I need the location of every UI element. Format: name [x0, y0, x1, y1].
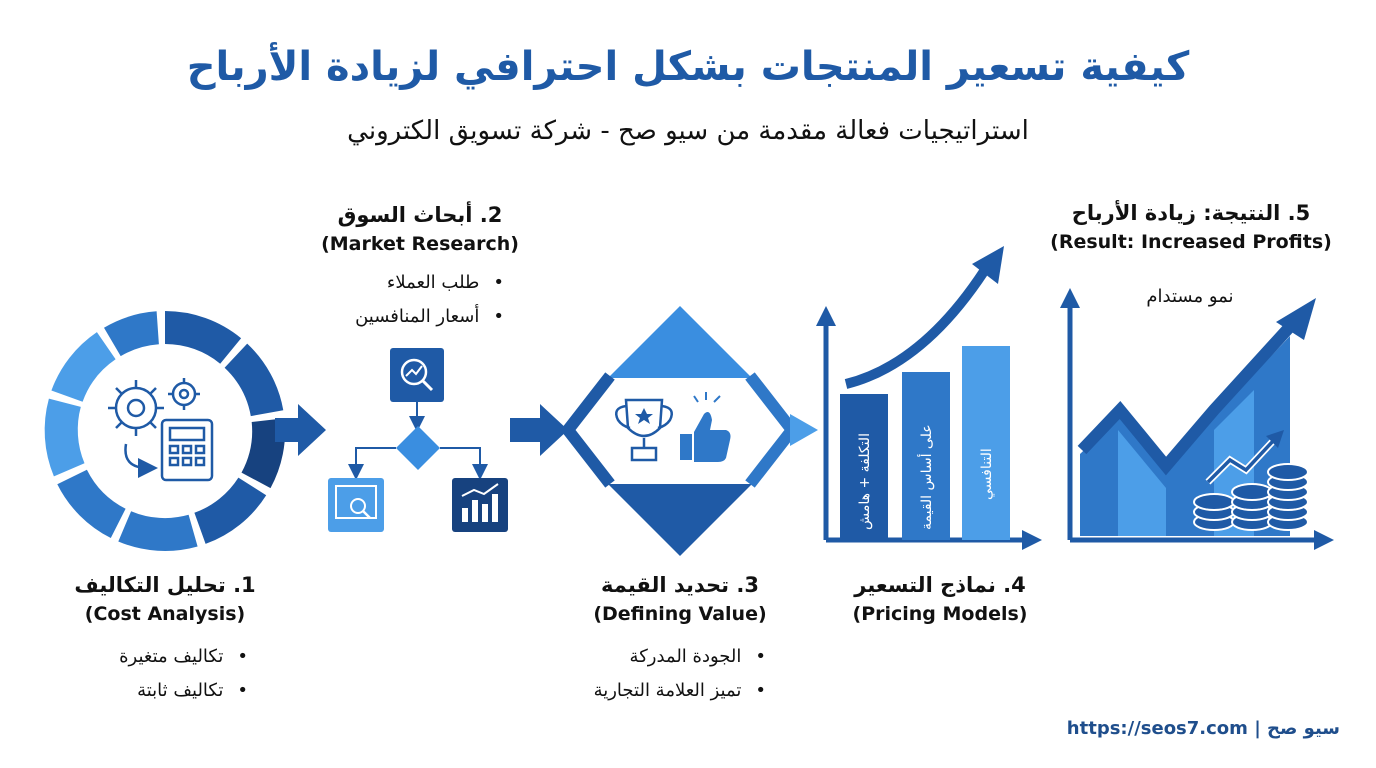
step1-bullet: تكاليف ثابتة [119, 674, 248, 708]
step3-title-ar: 3. تحديد القيمة [601, 573, 759, 597]
step5-title-ar: 5. النتيجة: زيادة الأرباح [1071, 201, 1311, 225]
step1-title-en: (Cost Analysis) [84, 603, 246, 625]
step3-heading: 3. تحديد القيمة (Defining Value) [565, 570, 795, 628]
trophy-icon [615, 398, 673, 462]
browser-search-icon [328, 478, 384, 532]
arrow-step2-to-3 [510, 404, 568, 456]
step2-bullet: طلب العملاء [355, 266, 504, 300]
step2-title-en: (Market Research) [321, 233, 519, 255]
step3-bullet: تميز العلامة التجارية [594, 674, 766, 708]
step3-bullets: الجودة المدركة تميز العلامة التجارية [594, 640, 766, 708]
step4-title-ar: 4. نماذج التسعير [854, 573, 1026, 597]
step4-heading: 4. نماذج التسعير (Pricing Models) [830, 570, 1050, 628]
step4-title-en: (Pricing Models) [852, 603, 1028, 625]
step2-bullet: أسعار المنافسين [355, 300, 504, 334]
step2-title-ar: 2. أبحاث السوق [337, 203, 503, 227]
bar-chart-icon [452, 478, 508, 532]
model-label-competitive: التنافسي [979, 448, 995, 500]
model-label-value-based: على أساس القيمة [917, 424, 935, 530]
step3-bullet: الجودة المدركة [594, 640, 766, 674]
bar-competitive [962, 346, 1010, 540]
step1-bullet: تكاليف متغيرة [119, 640, 248, 674]
page-title: كيفية تسعير المنتجات بشكل احترافي لزيادة… [186, 44, 1190, 90]
step2-heading: 2. أبحاث السوق (Market Research) [300, 200, 540, 258]
thumbs-up-icon [680, 392, 731, 462]
growth-label: نمو مستدام [1146, 286, 1234, 307]
magnifier-chart-icon [390, 348, 444, 402]
page-subtitle: استراتيجيات فعالة مقدمة من سيو صح - شركة… [347, 116, 1029, 146]
step1-bullets: تكاليف متغيرة تكاليف ثابتة [119, 640, 248, 708]
pricing-models-chart [816, 246, 1042, 550]
cycle-arrow-icon [124, 443, 158, 478]
value-diamond [560, 306, 818, 556]
model-label-cost-plus: التكلفة + هامش [857, 433, 873, 530]
flow-diamond-icon [396, 426, 440, 470]
calculator-icon [160, 418, 214, 482]
step3-title-en: (Defining Value) [593, 603, 767, 625]
coin-stacks-icon [1193, 463, 1309, 531]
arrow-step1-to-2 [275, 404, 326, 456]
step5-title-en: (Result: Increased Profits) [1050, 231, 1332, 253]
step1-title-ar: 1. تحليل التكاليف [74, 573, 256, 597]
step5-heading: 5. النتيجة: زيادة الأرباح (Result: Incre… [1036, 198, 1346, 256]
bar-value-based [902, 372, 950, 540]
rising-arrow-icon [1205, 430, 1284, 485]
cost-analysis-ring [44, 311, 286, 551]
step2-bullets: طلب العملاء أسعار المنافسين [355, 266, 504, 334]
bar-cost-plus [840, 394, 888, 540]
footer-link[interactable]: https://seos7.com | سيو صح [1066, 718, 1340, 739]
gears-icon [108, 378, 200, 436]
step1-heading: 1. تحليل التكاليف (Cost Analysis) [50, 570, 280, 628]
